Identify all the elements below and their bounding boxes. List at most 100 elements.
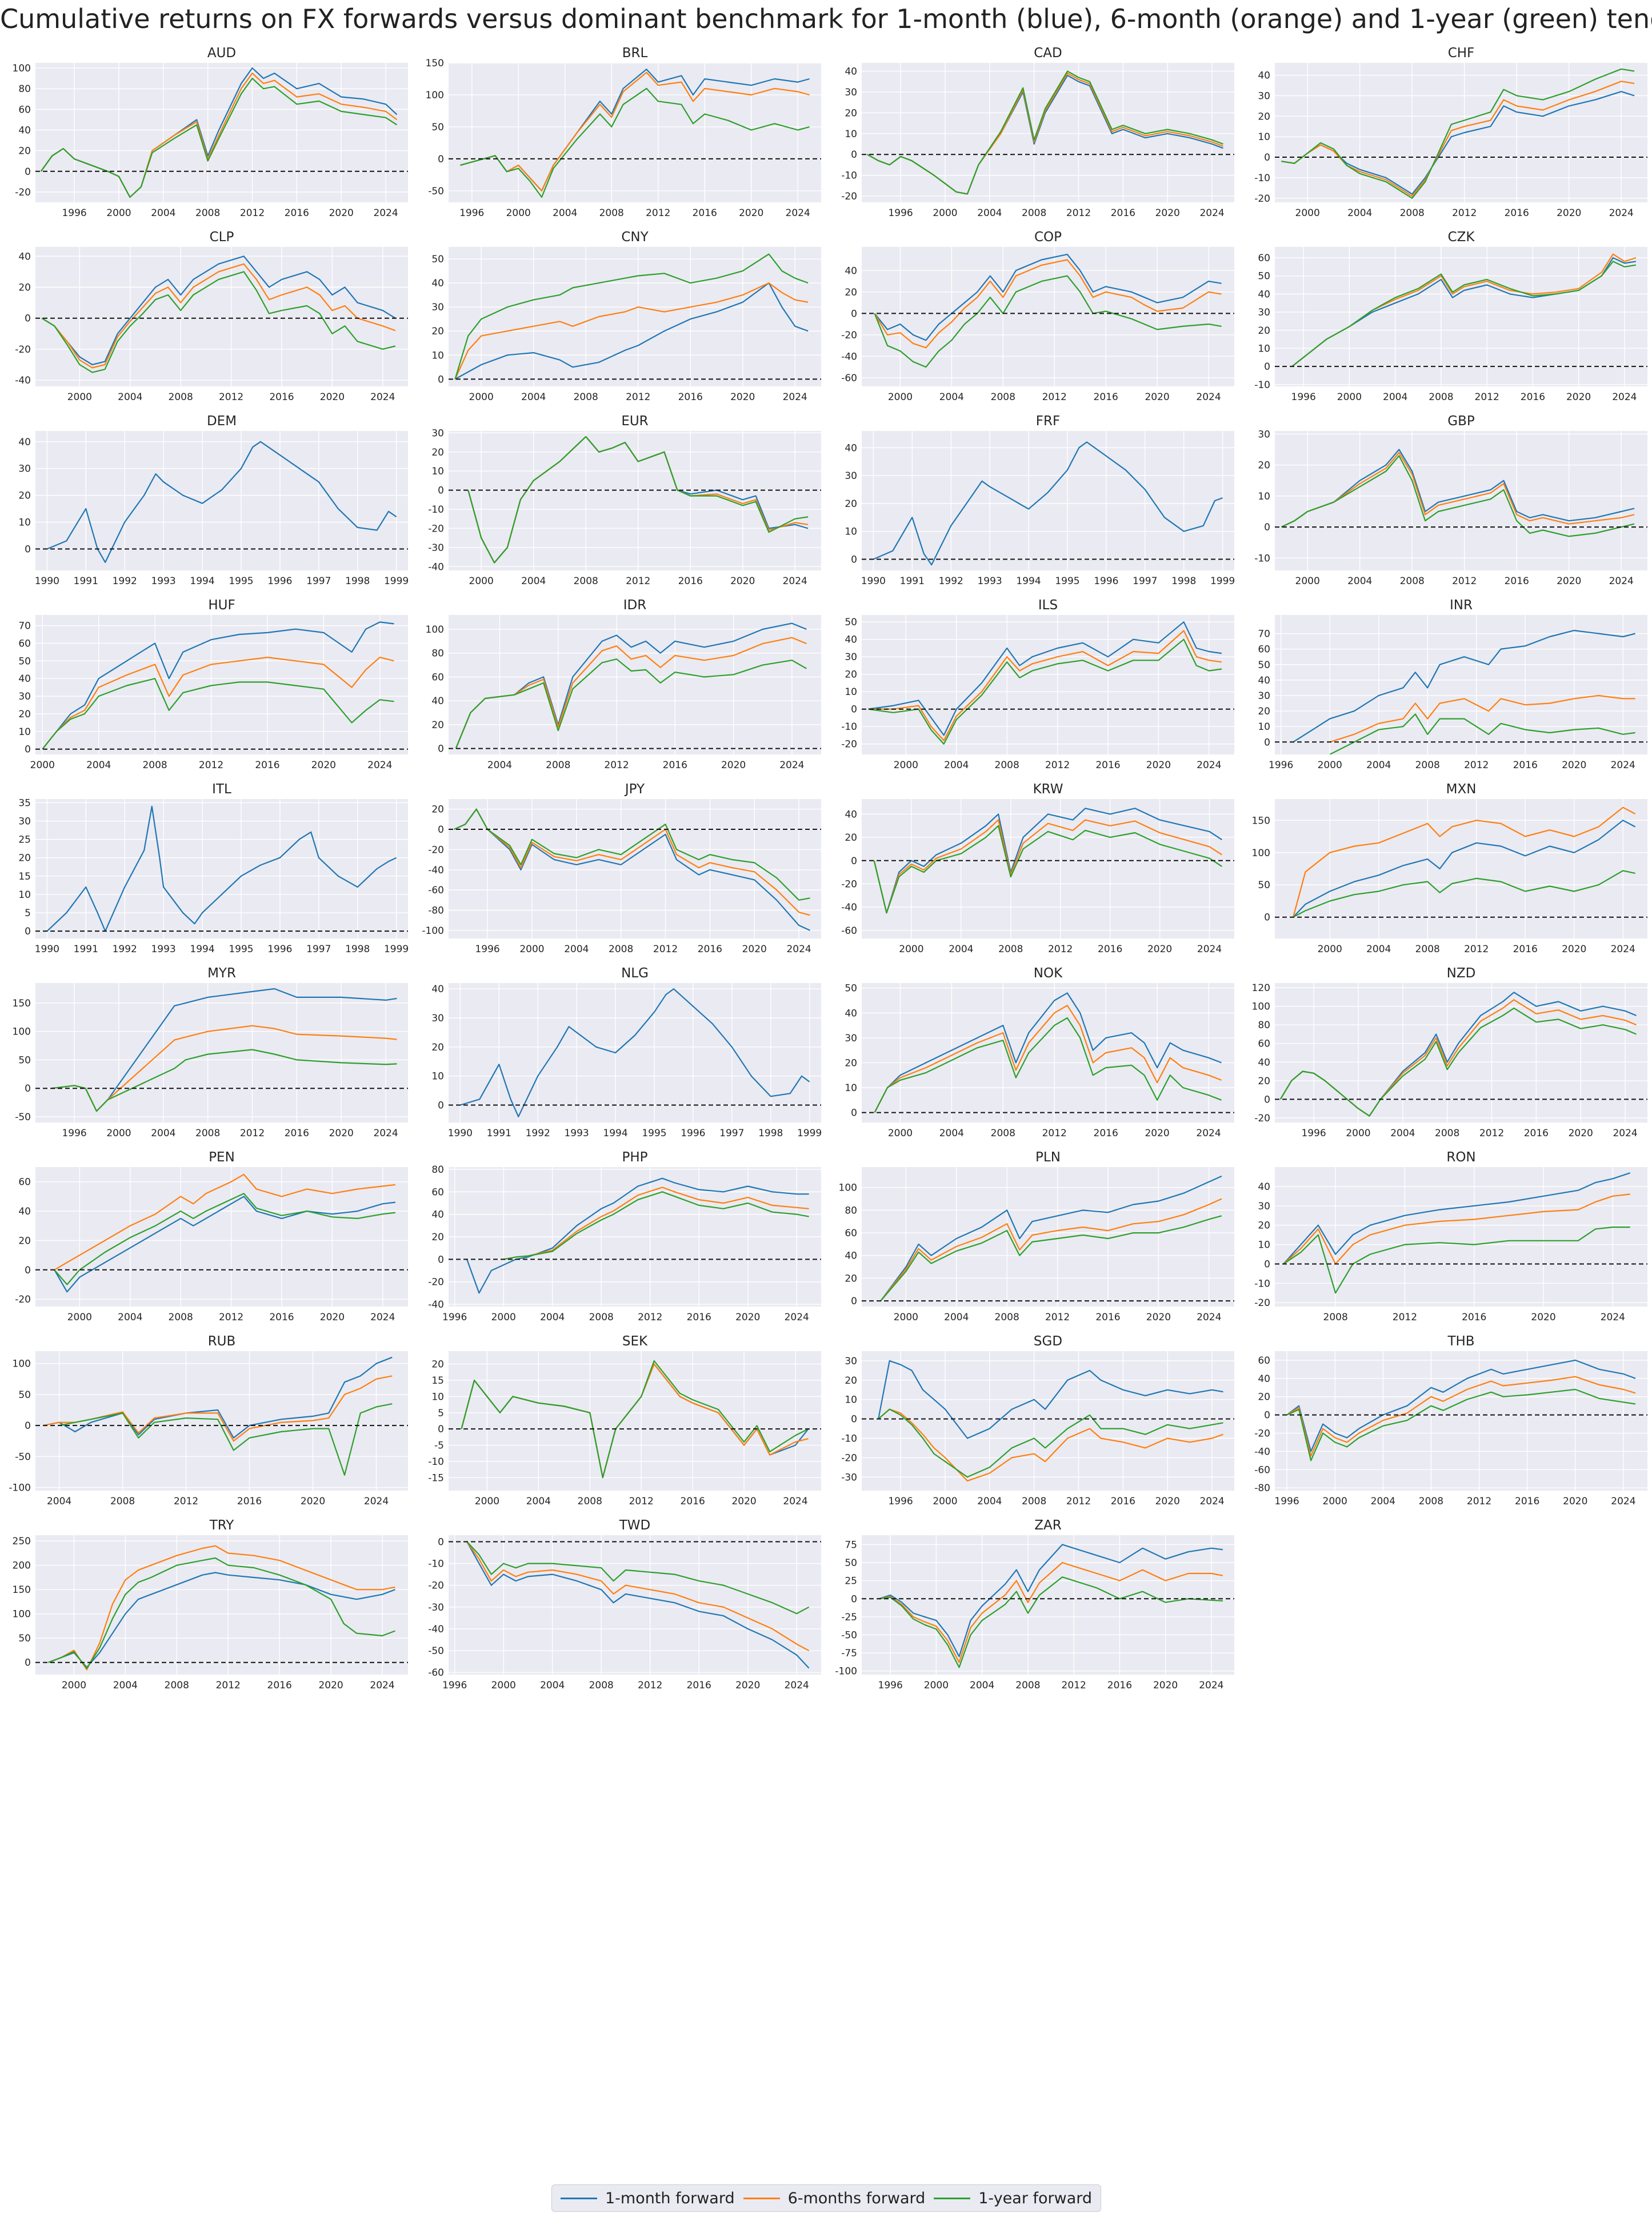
y-tick-label: 20: [431, 1232, 444, 1243]
y-tick-label: 10: [845, 1082, 857, 1094]
y-tick-label: -20: [1254, 1113, 1270, 1124]
y-tick-label: 80: [431, 648, 444, 660]
y-tick-label: 20: [18, 146, 31, 157]
series-line-1-month-forward: [466, 1177, 809, 1294]
x-tick-label: 2020: [311, 760, 336, 771]
y-tick-label: 20: [845, 669, 857, 681]
y-tick-label: -75: [841, 1648, 857, 1659]
plot-area-inr: [1275, 615, 1647, 754]
plot-area-itl: [35, 799, 408, 938]
x-tick-label: 2020: [1557, 207, 1581, 219]
series-line-1-year-forward: [1293, 870, 1635, 918]
x-tick-label: 2024: [1601, 1312, 1625, 1323]
x-tick-label: 2024: [1197, 1312, 1221, 1323]
x-tick-label: 1996: [442, 1680, 467, 1691]
y-tick-label: -10: [1254, 380, 1270, 391]
panel-title-pln: PLN: [1035, 1150, 1061, 1165]
series-line-1-month-forward: [54, 1196, 396, 1293]
x-tick-label: 2000: [924, 1680, 949, 1691]
x-tick-label: 2020: [1155, 1496, 1180, 1507]
panel-title-inr: INR: [1450, 598, 1473, 613]
plot-area-sek: [449, 1351, 821, 1491]
series-line-6-months-forward: [1281, 81, 1635, 197]
series-line-6-months-forward: [1329, 694, 1635, 743]
x-tick-label: 2024: [1199, 207, 1224, 219]
y-tick-label: -20: [428, 844, 444, 856]
y-tick-label: 20: [845, 107, 857, 119]
x-tick-label: 2004: [118, 1312, 142, 1323]
x-tick-label: 2008: [995, 760, 1019, 771]
x-tick-label: 2004: [86, 760, 111, 771]
plot-area-frf: [862, 431, 1234, 570]
x-tick-label: 2004: [564, 944, 589, 955]
x-tick-label: 1996: [888, 207, 913, 219]
series-line-1-year-forward: [878, 1408, 1223, 1478]
chart-twd: TWD 1996 2000 2004 2008 2012 2016 2020 2024 -60 -5…: [428, 1518, 821, 1691]
x-tick-label: 2024: [1613, 1128, 1637, 1139]
y-tick-label: 30: [431, 302, 444, 313]
chart-rub: RUB 2004 2008 2012 2016 2020 2024 -100 -50 0 50 100: [9, 1334, 408, 1507]
x-tick-label: 1995: [229, 576, 253, 587]
panel-twd: TWD 1996 2000 2004 2008 2012 2016 2020 2024 -60 -5…: [413, 1513, 826, 1697]
chart-nok: NOK 2000 2004 2008 2012 2016 2020 2024 0 10 20 30 40…: [845, 966, 1234, 1139]
x-tick-label: 2000: [1318, 944, 1342, 955]
chart-nzd: NZD 1996 2000 2004 2008 2012 2016 2020 2024 -20 0 2…: [1252, 966, 1647, 1139]
x-tick-label: 2012: [1464, 944, 1489, 955]
x-tick-label: 2012: [638, 1312, 662, 1323]
series-line-1-month-forward: [460, 988, 810, 1117]
y-tick-label: 20: [845, 1273, 857, 1284]
x-tick-label: 2008: [991, 392, 1015, 403]
x-tick-label: 2008: [546, 760, 570, 771]
y-tick-label: 20: [845, 498, 857, 510]
x-tick-label: 2024: [1196, 392, 1221, 403]
x-tick-label: 2020: [320, 1312, 345, 1323]
chart-clp: CLP 2000 2004 2008 2012 2016 2020 2024 -40 -20 0 20…: [15, 230, 408, 403]
x-tick-label: 2000: [67, 392, 92, 403]
series-line-6-months-forward: [460, 71, 810, 191]
y-tick-label: 40: [845, 442, 857, 454]
panel-title-idr: IDR: [623, 598, 646, 613]
x-tick-label: 1996: [878, 1680, 903, 1691]
x-tick-label: 2020: [1146, 1312, 1171, 1323]
panel-czk: CZK 1996 2000 2004 2008 2012 2016 2020 2024 -10 0 1…: [1239, 225, 1652, 409]
y-tick-label: 0: [438, 744, 444, 755]
y-tick-label: 10: [1258, 1240, 1270, 1251]
series-line-1-year-forward: [1281, 68, 1635, 199]
y-tick-label: 35: [18, 797, 31, 809]
x-tick-label: 2008: [991, 1128, 1015, 1139]
series-line-1-year-forward: [1286, 1388, 1636, 1461]
x-tick-label: 2024: [1611, 760, 1635, 771]
y-tick-label: 10: [1258, 131, 1270, 143]
x-tick-label: 2024: [783, 1496, 807, 1507]
y-tick-label: -80: [1254, 1483, 1270, 1494]
y-tick-label: 50: [845, 1557, 857, 1569]
panel-huf: HUF 2000 2004 2008 2012 2016 2020 2024 0 10 20 30 40…: [0, 593, 413, 777]
y-tick-label: -60: [428, 1667, 444, 1679]
x-tick-label: 2000: [1346, 1128, 1370, 1139]
x-tick-label: 2004: [1371, 1496, 1395, 1507]
y-tick-label: 60: [431, 672, 444, 683]
y-tick-label: -20: [428, 523, 444, 534]
y-tick-label: 0: [851, 704, 857, 716]
y-tick-label: 30: [18, 464, 31, 475]
y-tick-label: 20: [1258, 325, 1270, 337]
x-tick-label: 2008: [609, 944, 633, 955]
x-tick-label: 2016: [693, 207, 717, 219]
series-line-6-months-forward: [1283, 1193, 1630, 1265]
y-tick-label: -40: [841, 351, 857, 362]
x-tick-label: 2004: [540, 1680, 565, 1691]
legend-swatch-6-months: [743, 2197, 780, 2199]
series-line-1-month-forward: [41, 255, 396, 366]
x-tick-label: 2004: [939, 392, 964, 403]
x-tick-label: 2024: [786, 944, 811, 955]
x-tick-label: 1997: [306, 576, 331, 587]
x-tick-label: 2004: [977, 1496, 1002, 1507]
y-tick-label: 40: [18, 125, 31, 136]
y-tick-label: 20: [431, 804, 444, 816]
x-tick-label: 1996: [681, 1128, 705, 1139]
x-tick-label: 2008: [169, 1312, 193, 1323]
y-tick-label: 0: [438, 485, 444, 497]
x-tick-label: 2020: [730, 576, 755, 587]
y-tick-label: 250: [13, 1536, 31, 1547]
y-tick-label: 0: [25, 744, 31, 756]
